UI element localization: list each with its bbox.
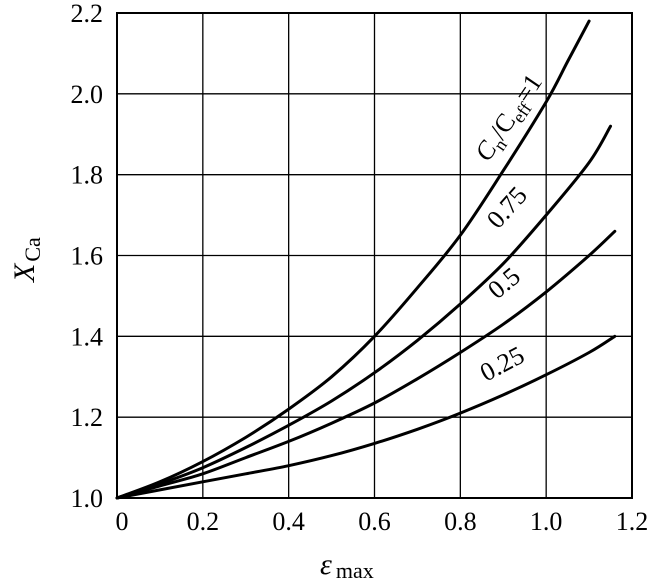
y-tick-label: 1.6 <box>71 242 104 271</box>
y-tick-label: 2.0 <box>71 80 104 109</box>
series-line-1 <box>115 124 612 500</box>
x-tick-label: 0.8 <box>444 507 477 536</box>
x-axis-label: ε max <box>320 548 374 582</box>
x-tick-label: 0.4 <box>272 507 305 536</box>
x-tick-label: 0.2 <box>187 507 220 536</box>
series-line-3 <box>115 334 617 500</box>
y-tick-label: 1.0 <box>71 484 104 513</box>
plot-frame <box>116 12 633 499</box>
series-line-0 <box>115 19 591 500</box>
curve-label-0-25: 0.25 <box>475 340 529 387</box>
series-layer <box>115 19 617 500</box>
x-tick-label: 0 <box>116 507 129 536</box>
y-tick-label: 1.4 <box>71 322 104 351</box>
y-tick-label: 1.2 <box>71 403 104 432</box>
x-tick-label: 1.2 <box>616 507 649 536</box>
curve-label-0-5: 0.5 <box>482 261 526 304</box>
x-tick-labels: 0 0.2 0.4 0.6 0.8 1.0 1.2 <box>116 507 649 536</box>
x-tick-label: 1.0 <box>530 507 563 536</box>
series-line-2 <box>115 229 617 500</box>
y-tick-label: 2.2 <box>71 0 104 28</box>
curve-label-cn-ceff-1: Cn/Ceff=1 <box>469 69 551 169</box>
x-tick-label: 0.6 <box>358 507 391 536</box>
y-tick-label: 1.8 <box>71 161 104 190</box>
y-axis-label: XCa <box>8 237 45 283</box>
curve-label-0-75: 0.75 <box>481 181 533 234</box>
y-tick-labels: 1.0 1.2 1.4 1.6 1.8 2.0 2.2 <box>71 0 104 513</box>
